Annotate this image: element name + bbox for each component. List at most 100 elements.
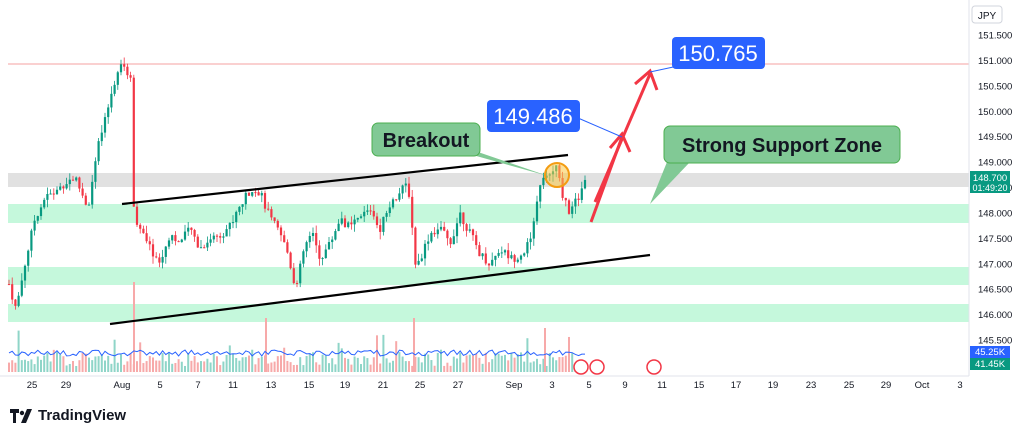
us-flag-icon[interactable] <box>589 359 605 375</box>
volume-bar <box>251 349 254 372</box>
candle-body <box>395 199 398 201</box>
volume-bar <box>17 330 20 372</box>
volume-bar <box>158 360 161 372</box>
candle-body <box>235 211 238 223</box>
price-tick-label: 149.500 <box>978 132 1012 143</box>
candle-body <box>455 223 459 237</box>
candle-body <box>295 282 299 284</box>
target2-label-box[interactable] <box>672 37 765 69</box>
volume-bar <box>468 354 471 372</box>
volume-bar <box>72 361 74 372</box>
candle-body <box>516 259 519 262</box>
candle-body <box>91 181 94 205</box>
candle-body <box>36 216 39 221</box>
candle-body <box>135 206 139 225</box>
volume-bar <box>491 359 494 372</box>
volume-bar <box>513 357 516 372</box>
currency-tag: JPY <box>978 11 997 22</box>
time-tick-label: 29 <box>881 380 892 391</box>
volume-bar <box>206 358 209 372</box>
candle-body <box>209 239 212 243</box>
candle-body <box>177 241 180 243</box>
candle-body <box>263 193 267 209</box>
volume-bar <box>523 361 526 372</box>
candle-body <box>539 185 542 202</box>
volume-bar <box>126 361 129 372</box>
candle-body <box>577 198 580 200</box>
breakout-label-box[interactable] <box>371 122 481 157</box>
brand-name: TradingView <box>38 407 127 424</box>
candle-body <box>273 217 276 221</box>
volume-bar <box>526 338 529 372</box>
candle-body <box>411 196 414 228</box>
us-flag-icon[interactable] <box>573 359 589 375</box>
target1-label: 149.486 <box>493 104 573 129</box>
volume-bar <box>232 353 234 372</box>
volume-bar <box>552 357 554 372</box>
target1-label-box[interactable] <box>487 100 580 132</box>
candle-body <box>580 188 583 200</box>
candle-body <box>247 192 251 196</box>
price-tick-label: 151.500 <box>978 31 1012 42</box>
candle-body <box>369 210 372 212</box>
candle-body <box>353 219 356 225</box>
volume-bar <box>356 357 359 372</box>
candle-body <box>487 263 491 266</box>
volume-bar <box>449 365 452 372</box>
event-icons[interactable] <box>573 359 662 375</box>
volume-bar <box>286 360 289 372</box>
us-flag-icon[interactable] <box>646 359 662 375</box>
volume-tag-2-box <box>970 358 1010 370</box>
time-tick-label: 11 <box>657 380 667 391</box>
volume-bar <box>120 354 122 372</box>
candle-body <box>139 224 142 229</box>
time-tick-label: 7 <box>195 380 200 391</box>
candle-body <box>484 253 487 264</box>
time-tick-label: 3 <box>549 380 554 391</box>
volume-bar <box>417 357 420 372</box>
time-axis[interactable]: 25 29 Aug 5 7 11 13 15 19 21 25 27 Sep 3 5 9 11 15 17 19 23 2… <box>27 380 963 391</box>
candle-body <box>100 132 103 142</box>
volume-bars <box>8 282 586 372</box>
channel-lower-line[interactable] <box>109 253 651 326</box>
time-tick-label: 15 <box>304 380 315 391</box>
support-label-box[interactable] <box>663 125 901 164</box>
volume-bar <box>529 362 532 372</box>
candle-body <box>20 280 23 296</box>
price-tick-label: 146.500 <box>978 285 1012 296</box>
candle-body <box>401 185 404 194</box>
volume-bar <box>190 360 193 372</box>
channel-upper-line[interactable] <box>121 153 569 206</box>
tradingview-logo[interactable]: TradingView <box>10 407 126 424</box>
candle-body <box>430 232 433 242</box>
volume-bar <box>520 352 522 372</box>
currency-tag-box[interactable] <box>971 5 1003 24</box>
price-chart[interactable]: Breakout Strong Support Zone 149.486 150… <box>0 0 1024 400</box>
volume-bar <box>545 365 548 372</box>
candle-body <box>81 188 84 196</box>
time-tick-label: 17 <box>731 380 742 391</box>
candle-body <box>391 199 395 208</box>
candle-body <box>183 231 187 240</box>
volume-bar <box>363 356 366 372</box>
volume-bar <box>568 336 570 372</box>
candle-body <box>212 235 215 240</box>
volume-bar <box>392 360 394 372</box>
candle-body <box>187 227 190 232</box>
candle-body <box>407 183 411 197</box>
volume-bar <box>148 356 151 372</box>
volume-bar <box>404 361 407 372</box>
candle-body <box>39 207 43 217</box>
candle-body <box>532 221 535 239</box>
price-axis[interactable]: 151.500 151.000 150.500 150.000 149.500 149.0… <box>978 31 1012 347</box>
breakout-pointer <box>462 152 548 176</box>
volume-bar <box>107 355 110 372</box>
candle-body <box>199 247 203 249</box>
time-tick-label: Sep <box>506 380 523 391</box>
volume-bar <box>49 361 52 372</box>
candle-body <box>17 295 20 306</box>
volume-bar <box>270 362 273 372</box>
time-tick-label: 25 <box>27 380 38 391</box>
volume-bar <box>81 352 84 372</box>
time-tick-label: 15 <box>694 380 705 391</box>
